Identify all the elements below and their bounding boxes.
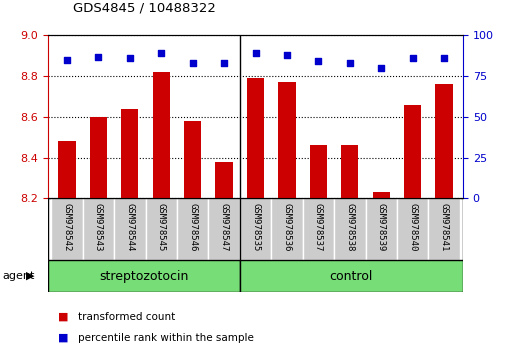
Bar	[239, 198, 271, 260]
Bar	[215, 161, 232, 198]
Point	[376, 65, 384, 71]
Bar	[333, 198, 365, 260]
Text: agent: agent	[3, 271, 35, 281]
Bar	[428, 198, 459, 260]
Bar	[246, 78, 264, 198]
Point	[439, 55, 447, 61]
Bar	[184, 121, 201, 198]
Bar	[396, 198, 428, 260]
Bar	[239, 260, 462, 292]
Bar	[302, 198, 333, 260]
Text: GSM978538: GSM978538	[344, 203, 354, 252]
Text: GSM978539: GSM978539	[376, 203, 385, 252]
Bar	[114, 198, 145, 260]
Text: transformed count: transformed count	[78, 312, 175, 322]
Text: GSM978541: GSM978541	[439, 203, 448, 252]
Bar	[278, 82, 295, 198]
Point	[220, 60, 228, 66]
Bar	[48, 260, 239, 292]
Text: GSM978545: GSM978545	[157, 203, 166, 252]
Text: ▶: ▶	[26, 271, 35, 281]
Bar	[121, 109, 138, 198]
Text: GSM978542: GSM978542	[62, 203, 71, 252]
Text: ■: ■	[58, 312, 69, 322]
Point	[345, 60, 353, 66]
Point	[94, 54, 102, 59]
Bar	[309, 145, 326, 198]
Bar	[51, 198, 82, 260]
Point	[408, 55, 416, 61]
Bar	[365, 198, 396, 260]
Bar	[208, 198, 239, 260]
Text: percentile rank within the sample: percentile rank within the sample	[78, 333, 254, 343]
Bar	[271, 198, 302, 260]
Text: GSM978535: GSM978535	[250, 203, 260, 252]
Text: control: control	[329, 270, 372, 282]
Text: ■: ■	[58, 333, 69, 343]
Text: GSM978546: GSM978546	[188, 203, 197, 252]
Text: streptozotocin: streptozotocin	[99, 270, 188, 282]
Point	[126, 55, 134, 61]
Point	[314, 59, 322, 64]
Text: GSM978547: GSM978547	[219, 203, 228, 252]
Point	[188, 60, 196, 66]
Bar	[145, 198, 177, 260]
Bar	[372, 192, 389, 198]
Bar	[177, 198, 208, 260]
Point	[282, 52, 290, 58]
Text: GSM978540: GSM978540	[408, 203, 416, 252]
Bar	[82, 198, 114, 260]
Bar	[403, 104, 421, 198]
Text: GSM978537: GSM978537	[313, 203, 322, 252]
Bar	[435, 84, 452, 198]
Text: GDS4845 / 10488322: GDS4845 / 10488322	[73, 1, 216, 14]
Point	[63, 57, 71, 63]
Text: GSM978536: GSM978536	[282, 203, 291, 252]
Text: GSM978543: GSM978543	[94, 203, 103, 252]
Bar	[340, 145, 358, 198]
Text: GSM978544: GSM978544	[125, 203, 134, 252]
Point	[157, 51, 165, 56]
Bar	[153, 72, 170, 198]
Bar	[58, 141, 75, 198]
Bar	[89, 117, 107, 198]
Point	[251, 51, 259, 56]
